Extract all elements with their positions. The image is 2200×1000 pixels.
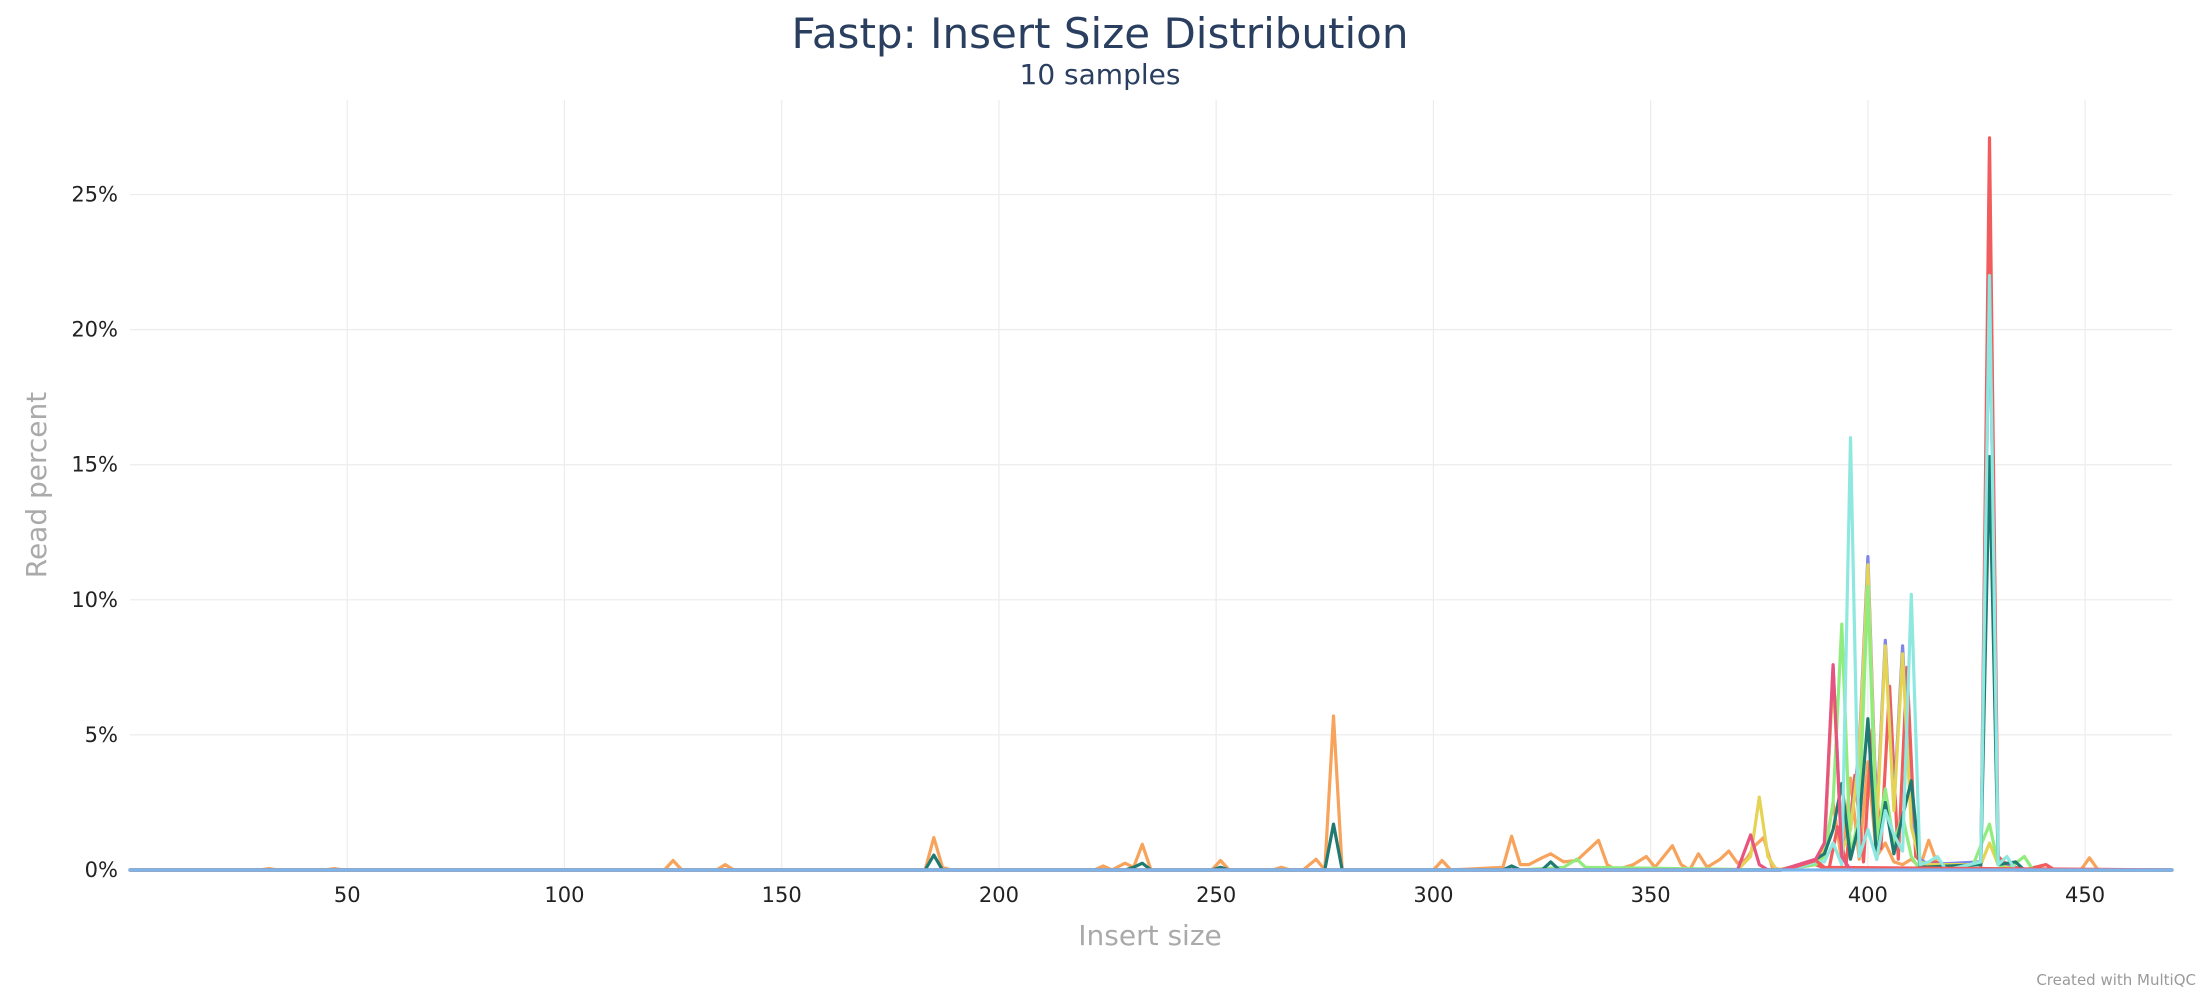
- x-tick-label: 400: [1848, 883, 1888, 907]
- y-tick-label: 25%: [71, 183, 118, 207]
- x-tick-label: 300: [1413, 883, 1453, 907]
- x-axis-title: Insert size: [1078, 919, 1222, 952]
- created-with-credit: Created with MultiQC: [2036, 971, 2196, 989]
- y-tick-label: 10%: [71, 588, 118, 612]
- series-line-7: [128, 274, 2174, 872]
- x-tick-label: 250: [1196, 883, 1236, 907]
- y-tick-label: 0%: [85, 858, 118, 882]
- series-line-9: [128, 663, 2174, 872]
- x-tick-label: 450: [2065, 883, 2105, 907]
- chart-subtitle: 10 samples: [1020, 58, 1181, 91]
- y-tick-label: 5%: [85, 723, 118, 747]
- x-tick-labels: 50 100 150 200 250 300 350 400 450: [334, 883, 2105, 907]
- y-axis-title: Read percent: [20, 392, 53, 579]
- x-tick-label: 350: [1631, 883, 1671, 907]
- x-tick-label: 50: [334, 883, 361, 907]
- x-tick-label: 100: [544, 883, 584, 907]
- y-tick-label: 20%: [71, 318, 118, 342]
- series-lines: [128, 136, 2174, 872]
- y-tick-label: 15%: [71, 453, 118, 477]
- chart-title: Fastp: Insert Size Distribution: [792, 9, 1409, 58]
- x-tick-label: 200: [979, 883, 1019, 907]
- y-tick-labels: 0% 5% 10% 15% 20% 25%: [71, 183, 118, 882]
- x-tick-label: 150: [762, 883, 802, 907]
